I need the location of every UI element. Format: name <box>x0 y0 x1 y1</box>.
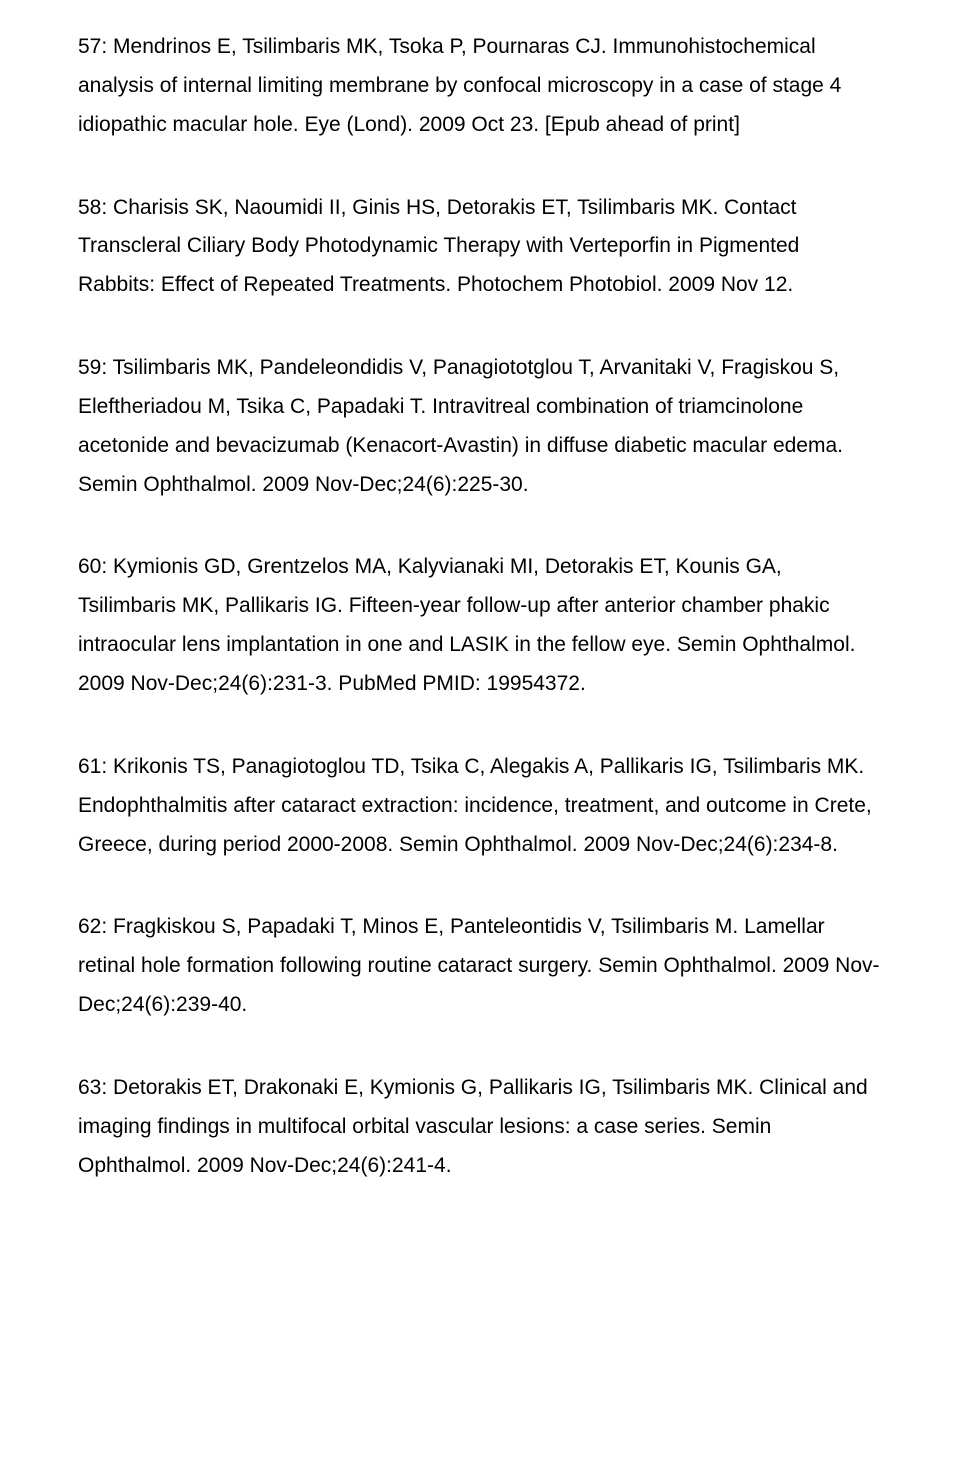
reference-entry-58: 58: Charisis SK, Naoumidi II, Ginis HS, … <box>78 189 882 306</box>
reference-entry-59: 59: Tsilimbaris MK, Pandeleondidis V, Pa… <box>78 349 882 504</box>
reference-entry-62: 62: Fragkiskou S, Papadaki T, Minos E, P… <box>78 908 882 1025</box>
reference-entry-63: 63: Detorakis ET, Drakonaki E, Kymionis … <box>78 1069 882 1186</box>
reference-entry-61: 61: Krikonis TS, Panagiotoglou TD, Tsika… <box>78 748 882 865</box>
reference-entry-57: 57: Mendrinos E, Tsilimbaris MK, Tsoka P… <box>78 28 882 145</box>
reference-entry-60: 60: Kymionis GD, Grentzelos MA, Kalyvian… <box>78 548 882 703</box>
